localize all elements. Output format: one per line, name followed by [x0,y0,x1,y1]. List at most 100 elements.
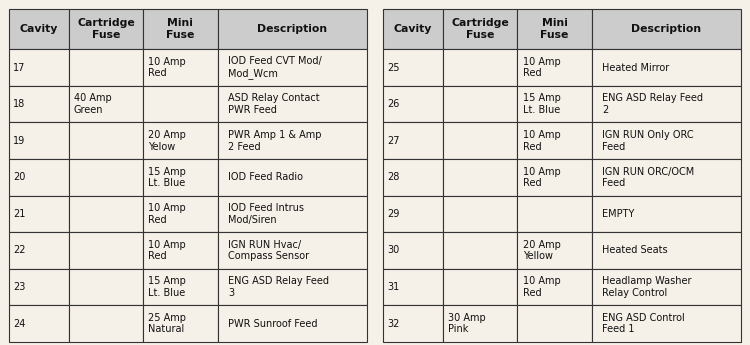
Text: 32: 32 [388,319,400,328]
Bar [9,159,69,196]
Text: 23: 23 [13,282,26,292]
Text: Cavity: Cavity [20,24,58,34]
Bar [217,159,367,196]
Bar [217,49,367,86]
Bar [518,305,592,342]
Bar [383,122,442,159]
Bar [217,86,367,122]
Text: Cavity: Cavity [394,24,432,34]
Bar [442,159,518,196]
Bar [383,305,442,342]
Bar [518,49,592,86]
Bar [592,122,741,159]
Text: EMPTY: EMPTY [602,209,634,219]
Bar [592,9,741,49]
Text: ENG ASD Relay Feed
2: ENG ASD Relay Feed 2 [602,93,703,115]
Text: IOD Feed Intrus
Mod/Siren: IOD Feed Intrus Mod/Siren [228,203,304,225]
Bar [442,305,518,342]
Text: Headlamp Washer
Relay Control: Headlamp Washer Relay Control [602,276,692,298]
Text: Mini
Fuse: Mini Fuse [541,18,568,40]
Bar [143,269,218,305]
Text: PWR Amp 1 & Amp
2 Feed: PWR Amp 1 & Amp 2 Feed [228,130,322,151]
Text: Mini
Fuse: Mini Fuse [166,18,194,40]
Text: 26: 26 [388,99,400,109]
Bar [383,86,442,122]
Bar [383,232,442,269]
Text: 19: 19 [13,136,26,146]
Text: 30 Amp
Pink: 30 Amp Pink [448,313,486,334]
Text: Heated Seats: Heated Seats [602,246,668,255]
Bar [518,269,592,305]
Bar [68,305,143,342]
Text: IGN RUN Only ORC
Feed: IGN RUN Only ORC Feed [602,130,694,151]
Text: 15 Amp
Lt. Blue: 15 Amp Lt. Blue [148,276,186,298]
Text: 20 Amp
Yellow: 20 Amp Yellow [523,240,560,261]
Bar [442,122,518,159]
Bar [9,122,69,159]
Text: PWR Sunroof Feed: PWR Sunroof Feed [228,319,317,328]
Bar [9,9,69,49]
Bar [68,86,143,122]
Text: IGN RUN ORC/OCM
Feed: IGN RUN ORC/OCM Feed [602,167,694,188]
Text: 10 Amp
Red: 10 Amp Red [523,130,560,151]
Text: 29: 29 [388,209,400,219]
Text: 20: 20 [13,172,26,182]
Text: IOD Feed CVT Mod/
Mod_Wcm: IOD Feed CVT Mod/ Mod_Wcm [228,56,322,79]
Bar [383,49,442,86]
Bar [442,232,518,269]
Text: 10 Amp
Red: 10 Amp Red [148,203,186,225]
Bar [217,305,367,342]
Text: 17: 17 [13,63,26,72]
Text: 31: 31 [388,282,400,292]
Bar [68,159,143,196]
Text: 40 Amp
Green: 40 Amp Green [74,93,112,115]
Text: 20 Amp
Yelow: 20 Amp Yelow [148,130,186,151]
Text: 18: 18 [13,99,26,109]
Text: 21: 21 [13,209,26,219]
Bar [143,122,218,159]
Bar [518,86,592,122]
Bar [217,9,367,49]
Bar [143,49,218,86]
Text: 10 Amp
Red: 10 Amp Red [523,276,560,298]
Text: 30: 30 [388,246,400,255]
Bar [592,232,741,269]
Bar [9,232,69,269]
Bar [68,232,143,269]
Text: 25: 25 [388,63,400,72]
Text: Description: Description [632,24,701,34]
Bar [217,232,367,269]
Bar [143,9,218,49]
Bar [9,86,69,122]
Bar [442,86,518,122]
Text: 10 Amp
Red: 10 Amp Red [523,167,560,188]
Text: 27: 27 [388,136,400,146]
Bar [442,49,518,86]
Bar [592,159,741,196]
Bar [383,159,442,196]
Text: Description: Description [257,24,327,34]
Text: 15 Amp
Lt. Blue: 15 Amp Lt. Blue [148,167,186,188]
Text: 10 Amp
Red: 10 Amp Red [148,240,186,261]
Text: 10 Amp
Red: 10 Amp Red [523,57,560,78]
Bar [143,86,218,122]
Bar [383,9,442,49]
Text: Cartridge
Fuse: Cartridge Fuse [452,18,509,40]
Bar [68,269,143,305]
Text: 28: 28 [388,172,400,182]
Bar [592,269,741,305]
Bar [442,196,518,232]
Bar [383,269,442,305]
Bar [442,9,518,49]
Bar [68,122,143,159]
Text: ASD Relay Contact
PWR Feed: ASD Relay Contact PWR Feed [228,93,320,115]
Text: 15 Amp
Lt. Blue: 15 Amp Lt. Blue [523,93,560,115]
Text: ENG ASD Relay Feed
3: ENG ASD Relay Feed 3 [228,276,329,298]
Bar [143,232,218,269]
Text: IOD Feed Radio: IOD Feed Radio [228,172,303,182]
Bar [592,305,741,342]
Text: IGN RUN Hvac/
Compass Sensor: IGN RUN Hvac/ Compass Sensor [228,240,309,261]
Text: 25 Amp
Natural: 25 Amp Natural [148,313,186,334]
Bar [68,9,143,49]
Bar [217,196,367,232]
